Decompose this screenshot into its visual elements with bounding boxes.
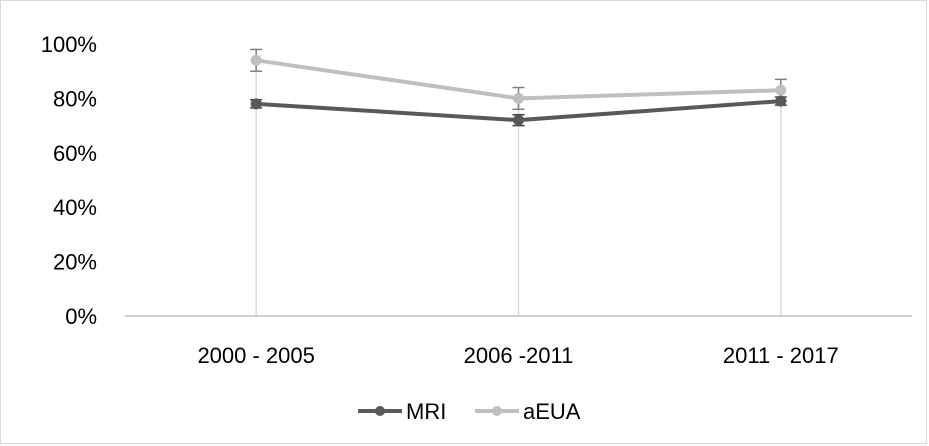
data-point xyxy=(250,98,262,110)
legend-label: MRI xyxy=(406,399,446,424)
data-point xyxy=(513,92,524,104)
x-axis-tick-labels: 2000 - 2005 2006 -2011 2011 - 2017 xyxy=(197,343,838,368)
legend-item-aEUA: aEUA xyxy=(475,399,581,424)
y-tick-label: 100% xyxy=(41,32,97,57)
y-tick-label: 20% xyxy=(53,250,97,275)
y-tick-label: 0% xyxy=(65,304,97,329)
y-tick-label: 80% xyxy=(53,86,97,111)
series-layer xyxy=(250,48,787,127)
legend-marker xyxy=(375,406,385,416)
series-aEUA xyxy=(250,48,787,111)
data-point xyxy=(250,54,262,66)
legend: MRI aEUA xyxy=(358,399,581,424)
series-MRI xyxy=(250,95,787,127)
data-point xyxy=(775,84,787,96)
legend-marker xyxy=(492,406,502,416)
data-point xyxy=(775,95,787,107)
data-point xyxy=(513,114,524,126)
x-tick-label: 2006 -2011 xyxy=(464,343,574,368)
legend-label: aEUA xyxy=(523,399,581,424)
y-axis-tick-labels: 0% 20% 40% 60% 80% 100% xyxy=(41,32,97,329)
y-tick-label: 60% xyxy=(53,141,97,166)
legend-item-MRI: MRI xyxy=(358,399,446,424)
x-tick-label: 2000 - 2005 xyxy=(197,343,314,368)
y-tick-label: 40% xyxy=(53,195,97,220)
x-tick-label: 2011 - 2017 xyxy=(723,343,839,368)
